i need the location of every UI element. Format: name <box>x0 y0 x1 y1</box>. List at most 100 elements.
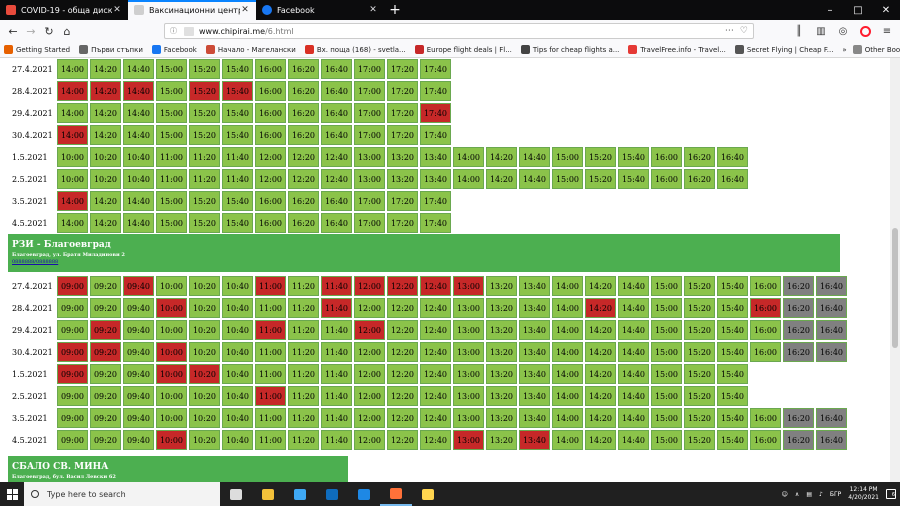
time-slot-available[interactable]: 14:20 <box>585 386 616 406</box>
time-slot-available[interactable]: 15:00 <box>651 364 682 384</box>
time-slot-available[interactable]: 15:00 <box>651 276 682 296</box>
time-slot-available[interactable]: 13:40 <box>519 320 550 340</box>
chevron-right-icon[interactable]: » <box>842 45 847 54</box>
time-slot-available[interactable]: 09:40 <box>123 430 154 450</box>
time-slot-available[interactable]: 15:20 <box>684 364 715 384</box>
time-slot-available[interactable]: 15:20 <box>684 430 715 450</box>
time-slot-available[interactable]: 15:40 <box>222 59 253 79</box>
time-slot-available[interactable]: 12:20 <box>387 408 418 428</box>
time-slot-available[interactable]: 11:00 <box>156 147 187 167</box>
time-slot-available[interactable]: 14:20 <box>90 191 121 211</box>
tracking-protection-icon[interactable] <box>184 26 194 36</box>
time-slot-available[interactable]: 16:40 <box>321 213 352 233</box>
time-slot-available[interactable]: 09:20 <box>90 386 121 406</box>
time-slot-available[interactable]: 13:20 <box>486 364 517 384</box>
time-slot-available[interactable]: 14:00 <box>552 386 583 406</box>
time-slot-available[interactable]: 14:00 <box>57 213 88 233</box>
time-slot-available[interactable]: 15:20 <box>189 191 220 211</box>
time-slot-available[interactable]: 14:00 <box>57 103 88 123</box>
account-icon[interactable]: ◎ <box>838 25 848 37</box>
notification-center-icon[interactable]: 6 <box>886 489 896 499</box>
time-slot-available[interactable]: 17:00 <box>354 59 385 79</box>
time-slot-available[interactable]: 15:00 <box>552 169 583 189</box>
time-slot-available[interactable]: 10:20 <box>90 147 121 167</box>
time-slot-available[interactable]: 13:40 <box>519 276 550 296</box>
url-bar[interactable]: ⓘ www.chipirai.me/6.html ⋯ ♡ <box>164 23 754 39</box>
time-slot-available[interactable]: 14:40 <box>123 125 154 145</box>
time-slot-available[interactable]: 12:20 <box>387 320 418 340</box>
back-button[interactable]: ← <box>8 24 18 38</box>
time-slot-available[interactable]: 14:00 <box>552 364 583 384</box>
time-slot-available[interactable]: 15:20 <box>585 169 616 189</box>
page-actions-icon[interactable]: ⋯ <box>724 26 734 36</box>
tab-close-icon[interactable]: ✕ <box>241 5 249 15</box>
time-slot-available[interactable]: 16:00 <box>255 59 286 79</box>
time-slot-available[interactable]: 14:00 <box>552 276 583 296</box>
edge-taskbar-button[interactable] <box>284 482 316 506</box>
bookmark-item[interactable]: TravelFree.info - Travel... <box>628 45 726 54</box>
time-slot-available[interactable]: 13:00 <box>453 320 484 340</box>
time-slot-available[interactable]: 09:20 <box>90 364 121 384</box>
time-slot-available[interactable]: 13:00 <box>453 386 484 406</box>
time-slot-available[interactable]: 16:40 <box>321 191 352 211</box>
time-slot-available[interactable]: 15:00 <box>651 320 682 340</box>
bookmark-item[interactable]: Europe flight deals | Fl... <box>414 45 512 54</box>
time-slot-available[interactable]: 11:20 <box>288 342 319 362</box>
time-slot-available[interactable]: 15:40 <box>222 191 253 211</box>
time-slot-available[interactable]: 11:40 <box>321 364 352 384</box>
reload-button[interactable]: ↻ <box>44 24 54 38</box>
time-slot-available[interactable]: 15:20 <box>189 103 220 123</box>
time-slot-available[interactable]: 16:40 <box>717 147 748 167</box>
time-slot-available[interactable]: 10:00 <box>57 147 88 167</box>
time-slot-available[interactable]: 12:40 <box>420 320 451 340</box>
time-slot-available[interactable]: 10:40 <box>222 342 253 362</box>
time-slot-available[interactable]: 15:00 <box>156 103 187 123</box>
time-slot-available[interactable]: 12:20 <box>387 430 418 450</box>
menu-icon[interactable]: ≡ <box>882 25 892 37</box>
time-slot-available[interactable]: 09:20 <box>90 276 121 296</box>
time-slot-available[interactable]: 15:00 <box>156 213 187 233</box>
time-slot-available[interactable]: 11:20 <box>288 386 319 406</box>
time-slot-available[interactable]: 12:00 <box>354 298 385 318</box>
time-slot-available[interactable]: 10:40 <box>123 147 154 167</box>
time-slot-available[interactable]: 16:20 <box>684 147 715 167</box>
time-slot-available[interactable]: 13:40 <box>519 364 550 384</box>
time-slot-available[interactable]: 10:20 <box>90 169 121 189</box>
time-slot-available[interactable]: 11:40 <box>321 342 352 362</box>
time-slot-available[interactable]: 10:40 <box>222 298 253 318</box>
time-slot-available[interactable]: 09:00 <box>57 386 88 406</box>
time-slot-available[interactable]: 10:00 <box>156 276 187 296</box>
time-slot-available[interactable]: 10:20 <box>189 342 220 362</box>
time-slot-available[interactable]: 14:20 <box>90 103 121 123</box>
browser-tab[interactable]: Ваксинационни центрове за СО✕ <box>128 0 256 20</box>
time-slot-available[interactable]: 12:20 <box>288 169 319 189</box>
time-slot-available[interactable]: 15:20 <box>684 408 715 428</box>
time-slot-available[interactable]: 15:20 <box>585 147 616 167</box>
time-slot-available[interactable]: 14:00 <box>552 430 583 450</box>
time-slot-available[interactable]: 12:40 <box>420 386 451 406</box>
time-slot-available[interactable]: 15:20 <box>684 276 715 296</box>
app-yellow-taskbar-button[interactable] <box>412 482 444 506</box>
outlook-taskbar-button[interactable] <box>316 482 348 506</box>
bookmark-item[interactable]: Начало - Магелански <box>205 45 296 54</box>
time-slot-available[interactable]: 14:20 <box>90 213 121 233</box>
time-slot-available[interactable]: 14:00 <box>552 342 583 362</box>
time-slot-available[interactable]: 11:40 <box>321 320 352 340</box>
time-slot-available[interactable]: 13:40 <box>420 169 451 189</box>
time-slot-available[interactable]: 14:20 <box>585 342 616 362</box>
time-slot-available[interactable]: 13:00 <box>354 147 385 167</box>
time-slot-available[interactable]: 12:20 <box>387 298 418 318</box>
pocket-icon[interactable]: ♡ <box>739 26 748 36</box>
taskbar-search[interactable]: Type here to search <box>24 482 220 506</box>
time-slot-available[interactable]: 14:40 <box>123 59 154 79</box>
time-slot-available[interactable]: 16:00 <box>651 169 682 189</box>
firefox-taskbar-button[interactable] <box>380 482 412 506</box>
time-slot-available[interactable]: 17:00 <box>354 125 385 145</box>
time-slot-available[interactable]: 14:00 <box>57 59 88 79</box>
time-slot-available[interactable]: 12:40 <box>420 430 451 450</box>
time-slot-available[interactable]: 14:40 <box>123 213 154 233</box>
time-slot-available[interactable]: 16:40 <box>321 81 352 101</box>
time-slot-available[interactable]: 10:40 <box>222 320 253 340</box>
time-slot-available[interactable]: 15:20 <box>684 298 715 318</box>
time-slot-available[interactable]: 17:40 <box>420 59 451 79</box>
